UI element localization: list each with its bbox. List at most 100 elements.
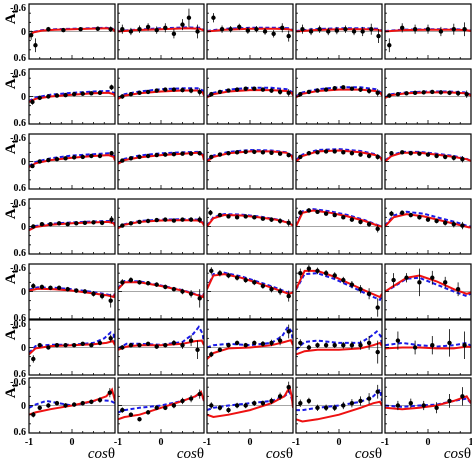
data-point	[425, 152, 431, 157]
model-solid-curve	[29, 287, 115, 299]
y-tick-label: 0	[21, 287, 26, 298]
data-point	[209, 268, 214, 274]
data-point	[460, 157, 465, 162]
y-tick-label: 0.6	[14, 369, 27, 380]
data-point	[89, 153, 94, 159]
data-point	[421, 90, 426, 95]
model-solid-curve	[29, 27, 115, 38]
y-axis-title: At	[3, 9, 21, 24]
panel-r1-c3	[295, 68, 383, 125]
data-point	[443, 154, 448, 160]
panel-r5-c4	[384, 319, 472, 376]
data-point	[31, 412, 36, 417]
data-point	[408, 212, 413, 218]
data-point	[366, 153, 372, 159]
model-dashed-curve	[29, 398, 115, 409]
panel-plot-area	[207, 324, 293, 360]
data-point	[277, 151, 283, 156]
y-tick-label: 0.6	[14, 183, 27, 194]
panel-plot-area	[118, 216, 204, 230]
data-point	[234, 275, 240, 280]
data-point	[39, 284, 45, 290]
y-axis-title-text: At	[3, 269, 21, 284]
panel-r0-c2	[206, 3, 294, 60]
y-tick-label: 0	[21, 222, 26, 233]
y-tick-label: -0.6	[10, 377, 26, 388]
y-axis-title-text: At	[3, 9, 21, 24]
data-point	[260, 150, 266, 155]
data-point	[145, 341, 151, 347]
data-point	[209, 92, 214, 97]
panel-r3-c0	[28, 198, 116, 255]
data-point	[31, 283, 36, 289]
data-point	[389, 151, 394, 156]
x-axis-title-symbol: θ	[464, 446, 471, 461]
data-point	[243, 86, 248, 91]
panel-plot-area	[29, 84, 115, 105]
data-point	[78, 27, 83, 32]
data-point	[421, 403, 426, 408]
data-point	[145, 24, 151, 30]
panel-plot-area	[207, 148, 293, 163]
data-point	[349, 151, 355, 156]
data-point	[188, 396, 194, 401]
x-axis-title: cosθ	[266, 446, 293, 461]
y-tick-label: -0.6	[10, 68, 26, 79]
data-point	[234, 340, 240, 346]
data-point	[326, 29, 331, 34]
panel-plot-area	[207, 86, 293, 99]
data-point	[254, 27, 259, 32]
data-point	[395, 92, 401, 97]
y-axis-title-main: A	[3, 208, 19, 219]
data-point	[286, 220, 291, 226]
data-point	[243, 343, 248, 348]
data-point	[226, 343, 231, 348]
data-point	[451, 27, 456, 32]
data-point	[400, 150, 405, 155]
data-point	[252, 280, 257, 285]
data-point	[91, 291, 96, 296]
y-axis-title-main: A	[3, 78, 19, 89]
data-point	[154, 217, 159, 223]
data-point	[163, 284, 168, 290]
data-point	[332, 86, 337, 91]
data-point	[395, 403, 401, 408]
data-point	[226, 273, 231, 278]
data-point	[375, 226, 380, 231]
data-point	[197, 217, 202, 222]
y-tick-label: 0.6	[14, 53, 27, 64]
panel-r0-c3	[295, 3, 383, 60]
panel-r2-c1	[117, 133, 205, 190]
data-point	[462, 343, 467, 348]
y-tick-label: -0.6	[10, 319, 26, 330]
panel-plot-area	[118, 325, 204, 359]
data-point	[358, 398, 363, 404]
data-point	[145, 410, 151, 415]
data-point	[323, 270, 329, 276]
data-point	[366, 222, 372, 227]
data-point	[376, 33, 381, 39]
data-point	[145, 89, 151, 95]
model-solid-curve	[296, 341, 382, 356]
data-point	[315, 88, 320, 93]
data-point	[154, 405, 159, 410]
data-point	[80, 401, 85, 406]
data-point	[63, 343, 68, 348]
data-point	[137, 90, 142, 96]
data-point	[408, 151, 413, 156]
data-point	[120, 223, 125, 228]
y-tick-label: 0	[21, 401, 26, 412]
data-point	[226, 151, 231, 156]
panel-plot-area	[207, 381, 293, 419]
y-axis-title-text: At	[3, 139, 21, 154]
y-tick-label: 0	[21, 343, 26, 354]
data-point	[451, 155, 456, 161]
y-tick-label: 0.6	[14, 118, 27, 129]
x-axis-title-symbol: θ	[108, 446, 115, 461]
data-point	[341, 277, 346, 283]
data-point	[37, 159, 42, 164]
data-point	[71, 92, 77, 97]
data-point	[209, 403, 214, 408]
y-axis-title: At	[3, 383, 21, 398]
data-point	[137, 280, 142, 285]
